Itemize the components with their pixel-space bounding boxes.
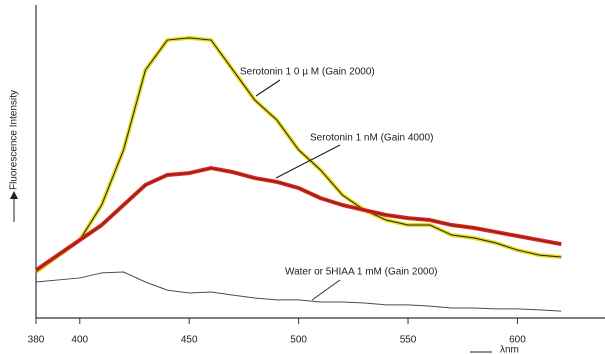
annotation: Water or 5HIAA 1 mM (Gain 2000) <box>285 267 437 278</box>
x-axis-label: λnm <box>500 345 519 354</box>
x-tick-label: 500 <box>290 335 307 346</box>
x-tick-label: 450 <box>181 335 198 346</box>
annotation-arrow <box>255 79 281 97</box>
annotation: Serotonin 1 0 µ M (Gain 2000) <box>240 67 375 78</box>
series-line <box>35 271 562 312</box>
series-line <box>34 166 562 272</box>
annotation: Serotonin 1 nM (Gain 4000) <box>310 133 433 144</box>
x-tick-label: 550 <box>400 335 417 346</box>
annotation-arrow <box>275 144 341 179</box>
x-tick-label: 400 <box>71 335 88 346</box>
series-core <box>35 37 562 273</box>
y-axis-arrowhead <box>10 191 18 199</box>
x-tick-label: 600 <box>509 335 526 346</box>
series-core <box>35 167 562 271</box>
annotation-arrow <box>311 279 341 301</box>
y-axis-label: Fluorescence Intensity <box>9 90 20 190</box>
x-tick-label: 380 <box>28 335 45 346</box>
